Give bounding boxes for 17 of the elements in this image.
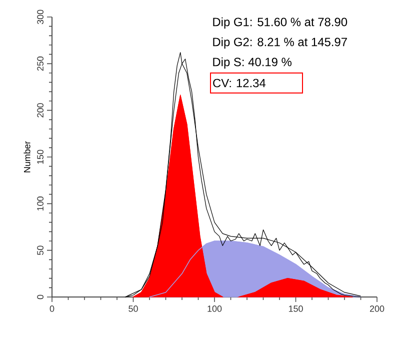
x-tick-label: 50	[128, 306, 138, 312]
annotation: CV: 12.34	[213, 78, 266, 88]
annotation: Dip G1: 51.60 % at 78.90	[213, 17, 348, 29]
annotation: Dip S: 40.19 %	[213, 57, 292, 69]
y-axis-title: Number	[24, 141, 30, 172]
y-tick-label: 100	[37, 196, 44, 210]
annotation: Dip G2: 8.21 % at 145.97	[213, 37, 347, 49]
x-tick-label: 200	[370, 306, 384, 312]
x-tick-label: 0	[50, 306, 54, 312]
x-tick-label: 150	[288, 306, 303, 312]
y-tick-label: 0	[37, 294, 44, 300]
x-tick-label: 100	[208, 306, 222, 312]
y-tick-label: 150	[37, 150, 44, 164]
y-tick-label: 250	[37, 56, 44, 71]
y-tick-label: 50	[37, 246, 44, 255]
y-tick-label: 300	[37, 10, 44, 24]
y-tick-label: 200	[37, 103, 44, 118]
